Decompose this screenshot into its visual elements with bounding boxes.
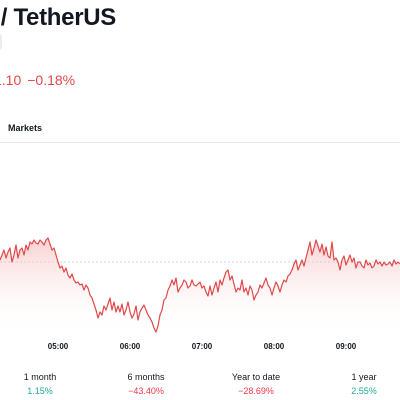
price-change: 1.10 −0.18%	[0, 72, 81, 88]
tab-bar: Markets	[0, 118, 400, 143]
tab-markets[interactable]: Markets	[8, 123, 43, 133]
page-title: n / TetherUS	[0, 4, 116, 31]
range-value: 1.15%	[27, 386, 53, 396]
range-value: −28.69%	[238, 386, 274, 396]
price-change-absolute: 1.10	[0, 72, 22, 88]
range-item[interactable]: 6 months −43.40%	[106, 372, 186, 396]
x-tick-label: 08:00	[264, 342, 285, 351]
range-label: Year to date	[231, 372, 281, 382]
range-item[interactable]: 1 year 2.55%	[324, 372, 400, 396]
range-item[interactable]: 1 month 1.15%	[0, 372, 80, 396]
price-change-percent: −0.18%	[27, 72, 76, 88]
performance-ranges: 1 month 1.15% 6 months −43.40% Year to date −…	[0, 372, 400, 400]
x-tick-label: 06:00	[120, 342, 141, 351]
x-tick-label: 05:00	[48, 342, 69, 351]
range-value: 2.55%	[351, 386, 377, 396]
price-area	[0, 238, 400, 332]
price-chart: 05:00 06:00 07:00 08:00 09:00	[0, 237, 400, 351]
price-line	[0, 237, 400, 333]
range-label: 1 year	[351, 372, 377, 382]
range-value: −43.40%	[128, 386, 164, 396]
range-label: 1 month	[23, 372, 57, 382]
x-tick-label: 07:00	[192, 342, 213, 351]
range-item[interactable]: Year to date −28.69%	[216, 372, 296, 396]
x-tick-label: 09:00	[336, 342, 357, 351]
range-label: 6 months	[127, 372, 165, 382]
symbol-badge	[0, 34, 2, 50]
